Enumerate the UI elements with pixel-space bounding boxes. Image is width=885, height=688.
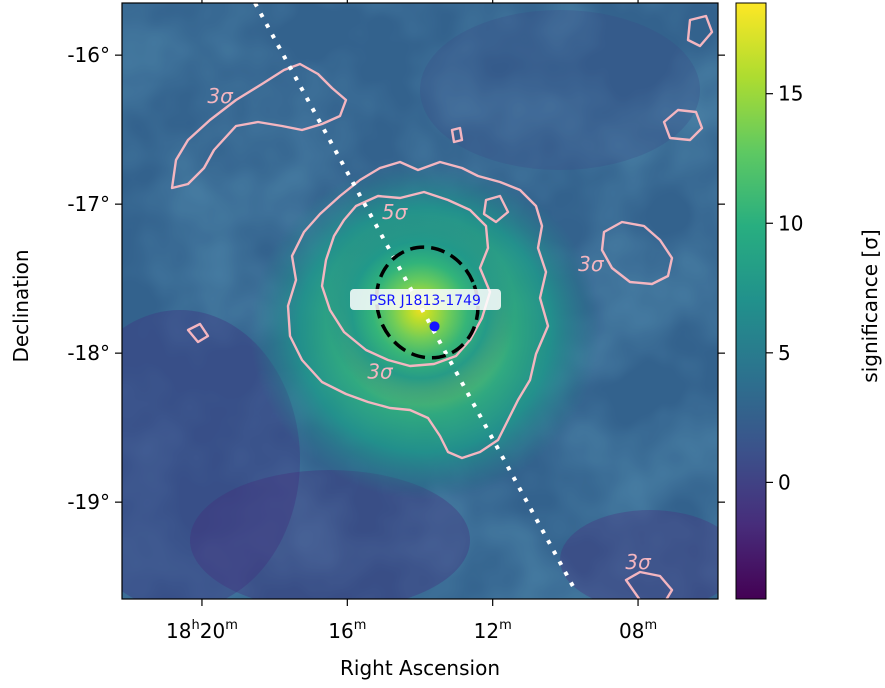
x-tick-sup: m	[225, 618, 238, 633]
contours-3sigma	[170, 14, 714, 599]
contour-3sigma-west	[186, 322, 210, 344]
colorbar-ticks: 0 5 10 15	[766, 82, 803, 494]
contour-3sigma-small	[450, 126, 464, 144]
y-axis-ticks: -16° -17° -18° -19°	[67, 43, 725, 514]
colorbar-label: significance [σ]	[858, 229, 882, 382]
y-tick-label: -18°	[67, 341, 110, 365]
pulsar-marker-group: PSR J1813-1749	[350, 289, 501, 332]
contour-label: 3σ	[207, 84, 234, 108]
fit-ellipse	[374, 245, 480, 360]
galactic-plane-line	[253, 3, 577, 591]
y-tick-label: -19°	[67, 490, 110, 514]
contour-label: 3σ	[367, 359, 394, 383]
plot-frame	[121, 2, 719, 600]
x-axis-title: Right Ascension	[340, 656, 500, 680]
contour-3sigma-northeast	[662, 108, 704, 142]
colorbar-tick-label: 15	[778, 82, 803, 106]
contour-3sigma-east	[600, 220, 674, 286]
x-tick-sup: m	[644, 618, 657, 633]
contour-3sigma-main	[286, 160, 550, 460]
x-tick-part: 18	[166, 619, 191, 643]
x-tick-sup: h	[191, 618, 199, 633]
x-tick-part: 08	[619, 619, 644, 643]
x-tick-sup: m	[354, 618, 367, 633]
contour-label: 3σ	[625, 550, 652, 574]
colorbar-tick-label: 10	[778, 211, 803, 235]
x-tick-label: 12m​	[474, 618, 512, 643]
contour-3sigma-northwest	[170, 62, 348, 190]
heatmap-image: 3σ 5σ 3σ 3σ 3σ PSR J1813-1749	[122, 3, 718, 599]
y-axis-title: Declination	[9, 249, 33, 362]
x-tick-sup: m	[499, 618, 512, 633]
contour-5sigma-east-lobe	[482, 194, 510, 224]
y-tick-label: -16°	[67, 43, 110, 67]
x-tick-label: 16m​	[328, 618, 366, 643]
pulsar-marker	[429, 321, 440, 332]
contours-5sigma	[320, 190, 510, 368]
x-tick-label: 08m​	[619, 618, 657, 643]
colorbar: 0 5 10 15 significance [σ]	[735, 2, 882, 600]
x-axis-ticks: 18h​20m​ 16m​ 12m​ 08m​	[166, 0, 657, 643]
contour-3sigma-south	[624, 570, 674, 599]
x-tick-label: 18h​20m​	[166, 618, 238, 643]
colorbar-tick-label: 0	[778, 470, 791, 494]
pulsar-label: PSR J1813-1749	[369, 293, 481, 309]
contour-3sigma-edge	[686, 14, 714, 48]
contour-label: 3σ	[578, 252, 605, 276]
x-tick-part: 12	[474, 619, 499, 643]
contour-label: 5σ	[382, 200, 409, 224]
x-tick-part: 20	[200, 619, 225, 643]
colorbar-tick-label: 5	[778, 341, 791, 365]
colorbar-gradient	[735, 2, 767, 600]
pulsar-label-box	[350, 289, 501, 310]
x-tick-part: 16	[328, 619, 353, 643]
y-tick-label: -17°	[67, 192, 110, 216]
contour-5sigma-main	[320, 190, 492, 368]
